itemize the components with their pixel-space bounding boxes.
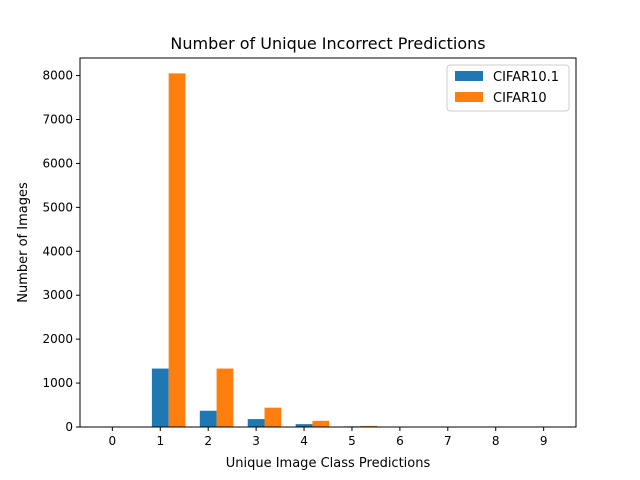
x-axis-label: Unique Image Class Predictions bbox=[226, 456, 431, 471]
x-tick-label-3: 3 bbox=[252, 434, 260, 448]
y-tick-label-7000: 7000 bbox=[42, 113, 73, 127]
bar-cifar10-1-3 bbox=[247, 419, 265, 427]
plot-frame bbox=[79, 57, 577, 428]
legend-swatch-cifar10 bbox=[455, 92, 483, 102]
bar-cifar10-1-2 bbox=[199, 410, 217, 427]
bar-cifar10-1-1 bbox=[151, 368, 169, 427]
x-tick-label-1: 1 bbox=[156, 434, 164, 448]
x-tick-label-4: 4 bbox=[300, 434, 308, 448]
legend-swatch-cifar10-1 bbox=[455, 71, 483, 81]
bar-cifar10-5 bbox=[360, 425, 378, 427]
bars-group bbox=[151, 73, 473, 428]
y-tick-label-2000: 2000 bbox=[42, 332, 73, 346]
y-tick-label-8000: 8000 bbox=[42, 69, 73, 83]
legend-label-cifar10: CIFAR10 bbox=[493, 91, 547, 106]
y-tick-label-6000: 6000 bbox=[42, 156, 73, 170]
legend: CIFAR10.1 CIFAR10 bbox=[446, 64, 570, 112]
bar-cifar10-4 bbox=[312, 420, 330, 427]
x-tick-label-8: 8 bbox=[492, 434, 500, 448]
bar-cifar10-1-4 bbox=[295, 424, 313, 427]
y-tick-label-0: 0 bbox=[65, 420, 73, 434]
y-tick-label-3000: 3000 bbox=[42, 288, 73, 302]
x-tick-label-6: 6 bbox=[396, 434, 404, 448]
y-axis-ticks: 0 1000 2000 3000 4000 5000 6000 7000 8000 bbox=[42, 69, 80, 434]
bar-cifar10-1 bbox=[168, 73, 186, 428]
chart-title: Number of Unique Incorrect Predictions bbox=[170, 34, 485, 53]
y-tick-label-1000: 1000 bbox=[42, 376, 73, 390]
x-tick-label-5: 5 bbox=[348, 434, 356, 448]
x-tick-label-9: 9 bbox=[540, 434, 548, 448]
y-axis-label: Number of Images bbox=[16, 182, 31, 303]
legend-label-cifar10-1: CIFAR10.1 bbox=[493, 70, 559, 85]
x-tick-label-0: 0 bbox=[109, 434, 117, 448]
x-tick-label-2: 2 bbox=[204, 434, 212, 448]
x-axis-ticks: 0 1 2 3 4 5 6 7 8 9 bbox=[109, 427, 548, 448]
y-tick-label-4000: 4000 bbox=[42, 244, 73, 258]
x-tick-label-7: 7 bbox=[444, 434, 452, 448]
bar-cifar10-2 bbox=[216, 368, 234, 427]
bar-cifar10-3 bbox=[264, 407, 282, 427]
y-tick-label-5000: 5000 bbox=[42, 200, 73, 214]
